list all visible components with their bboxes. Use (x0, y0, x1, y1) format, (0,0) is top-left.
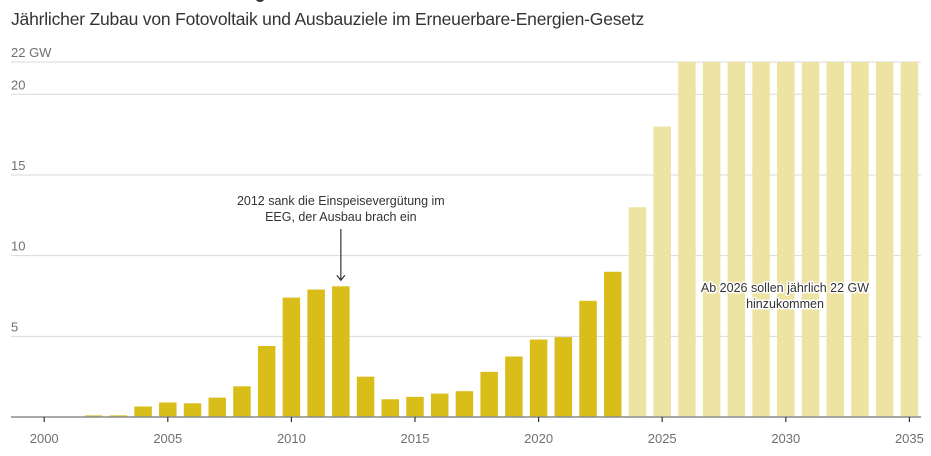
x-tick-label: 2015 (401, 431, 430, 446)
target-bar-2034 (875, 62, 894, 417)
x-tick-label: 2010 (277, 431, 306, 446)
bar-2017 (455, 391, 474, 417)
y-axis-labels: 5 10 15 20 22 GW (11, 45, 52, 334)
x-axis-labels: 2000 2005 2010 2015 2020 2025 2030 2035 (30, 431, 924, 446)
x-tick-label: 2005 (153, 431, 182, 446)
bar-2016 (430, 393, 449, 417)
chart-title: Jährlicher Zubau von Fotovoltaik und Aus… (11, 9, 645, 29)
y-tick-label: 5 (11, 319, 18, 334)
gridlines (11, 61, 921, 337)
bar-2020 (529, 339, 548, 417)
target-bar-2030 (777, 62, 795, 417)
annotation-target-2026: Ab 2026 sollen jährlich 22 GW hinzukommen (699, 280, 870, 313)
target-bar-2033 (851, 62, 869, 417)
bar-2008 (233, 386, 251, 417)
target-bar-2032 (826, 62, 844, 417)
annotation-text: Ab 2026 sollen jährlich 22 GW (701, 281, 869, 295)
bar-2006 (183, 403, 202, 417)
target-bar-2035 (900, 62, 919, 417)
x-tick-label: 2025 (648, 431, 677, 446)
x-tick-label: 2035 (895, 431, 924, 446)
y-tick-label: 20 (11, 77, 25, 92)
clipped-heading-fragment (256, 0, 264, 2)
bar-2002 (84, 415, 103, 417)
x-tick-label: 2030 (771, 431, 800, 446)
target-bar-2026 (678, 62, 696, 417)
x-tick-label: 2020 (524, 431, 553, 446)
y-tick-label: 22 GW (11, 45, 52, 60)
bar-2012 (332, 286, 350, 417)
bar-2019 (505, 356, 523, 417)
bar-2009 (257, 346, 276, 417)
bar-2013 (356, 376, 375, 417)
bar-2021 (554, 337, 573, 417)
bar-2023 (604, 271, 622, 417)
x-tick-label: 2000 (30, 431, 59, 446)
bar-2010 (282, 297, 301, 417)
target-bar-2031 (801, 62, 820, 417)
annotation-eeg-2012: 2012 sank die Einspeisevergütung im EEG, … (237, 194, 445, 282)
annotation-text: hinzukommen (746, 297, 824, 311)
bar-2004 (134, 406, 152, 417)
bar-2005 (159, 402, 177, 417)
x-axis (11, 416, 921, 422)
y-tick-label: 10 (11, 239, 25, 254)
bar-2011 (307, 289, 325, 417)
target-bar-2025 (653, 126, 671, 417)
bar-2003 (109, 415, 128, 417)
bar-2007 (208, 397, 226, 417)
target-bar-2024 (628, 207, 647, 417)
y-tick-label: 15 (11, 158, 25, 173)
bar-2022 (579, 300, 597, 417)
arrow-down-icon (336, 274, 346, 282)
bars (84, 62, 919, 417)
annotations: 2012 sank die Einspeisevergütung im EEG, … (237, 194, 871, 313)
target-bar-2027 (702, 62, 721, 417)
bar-2014 (381, 399, 400, 417)
annotation-text: 2012 sank die Einspeisevergütung im (237, 194, 445, 208)
bar-2015 (406, 396, 424, 417)
bar-2018 (480, 371, 498, 417)
target-bar-2029 (752, 62, 770, 417)
annotation-text: EEG, der Ausbau brach ein (265, 210, 417, 224)
target-bar-2028 (727, 62, 746, 417)
